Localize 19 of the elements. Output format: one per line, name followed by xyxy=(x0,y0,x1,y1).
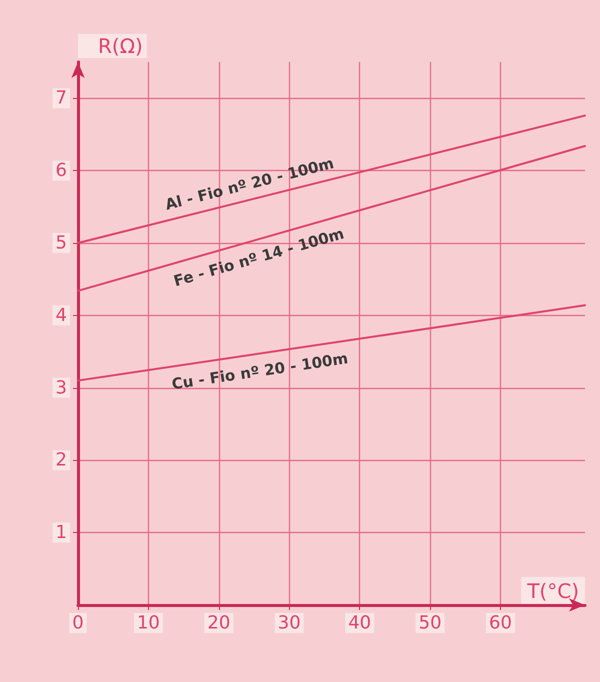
x-tick-label: 0 xyxy=(72,612,84,634)
text: Al - Fio nº 20 - 100m xyxy=(163,154,336,214)
y-tick-label: 3 xyxy=(56,377,67,398)
x-axis-title: T(°C) xyxy=(526,579,579,603)
y-tick-label: 5 xyxy=(56,232,67,254)
y-tick-label: 4 xyxy=(56,304,67,326)
y-tick-label: 1 xyxy=(56,522,67,544)
x-tick-label: 10 xyxy=(136,612,160,634)
text: Fe - Fio nº 14 - 100m xyxy=(172,224,346,290)
y-axis-title: R(Ω) xyxy=(98,34,143,58)
x-tick-label: 30 xyxy=(278,612,301,634)
x-tick-label: 60 xyxy=(489,612,512,634)
text: Cu - Fio nº 20 - 100m xyxy=(170,349,350,394)
x-tick-label: 50 xyxy=(418,612,442,634)
y-tick-label: 6 xyxy=(56,160,67,182)
y-tick-label: 7 xyxy=(56,88,67,109)
x-tick-label: 20 xyxy=(207,612,230,634)
x-tick-label: 40 xyxy=(348,612,372,634)
y-tick-label: 2 xyxy=(56,450,67,471)
